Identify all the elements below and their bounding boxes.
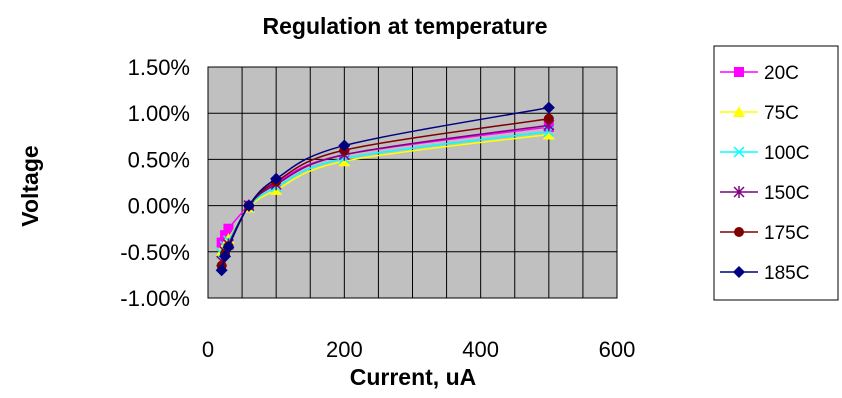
legend-label: 150C [764,183,809,204]
legend-box [713,45,839,301]
y-tick-label: 1.50% [128,55,190,80]
data-point [338,139,351,152]
data-point [542,128,555,140]
legend-marker [733,146,745,158]
x-tick-label: 200 [326,337,363,362]
series-layer [215,101,555,277]
data-point [270,172,283,185]
x-tick-label: 400 [462,337,499,362]
y-tick-label: 0.00% [128,194,190,219]
data-point [542,101,555,114]
y-tick-label: 0.50% [128,147,190,172]
x-axis-title: Current, uA [350,364,477,390]
data-point [543,113,554,124]
legend-label: 100C [764,143,809,164]
data-point [223,223,234,234]
x-axis-ticks: 0 200 400 600 [202,337,635,362]
legend-marker [734,227,744,237]
data-point [215,264,228,277]
legend-label: 75C [764,103,799,124]
legend-label: 20C [764,63,799,84]
data-point [242,199,255,212]
y-tick-label: -1.00% [120,286,190,311]
legend-marker [734,67,744,77]
y-axis-title: Voltage [17,145,43,226]
legend-marker [733,266,745,278]
legend-marker [733,106,745,117]
legend-label: 185C [764,263,809,284]
legend-label: 175C [764,223,809,244]
x-tick-label: 600 [599,337,636,362]
data-point [222,241,235,254]
y-tick-label: 1.00% [128,101,190,126]
legend: 20C 75C 100C 150C 175C 185C [720,63,809,284]
y-tick-label: -0.50% [120,240,190,265]
legend-marker [733,186,745,198]
data-point [220,230,231,241]
y-axis-ticks: -1.00% -0.50% 0.00% 0.50% 1.00% 1.50% [120,55,190,311]
data-point [219,250,232,263]
chart-title: Regulation at temperature [263,13,548,39]
x-tick-label: 0 [202,337,214,362]
